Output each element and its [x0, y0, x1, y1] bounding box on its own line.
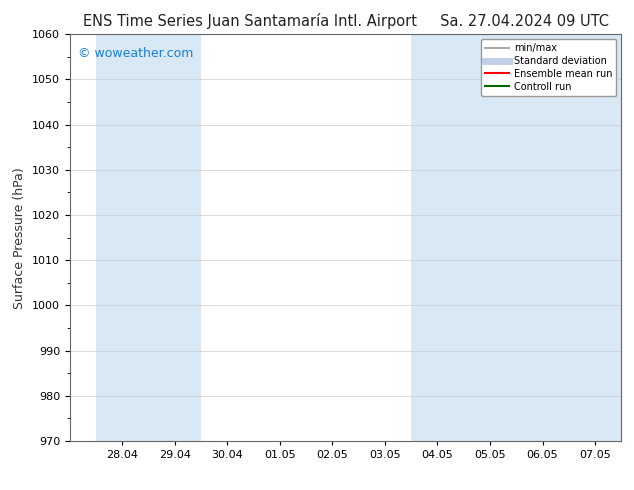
Bar	[411, 34, 463, 441]
Y-axis label: Surface Pressure (hPa): Surface Pressure (hPa)	[13, 167, 27, 309]
Bar	[148, 34, 201, 441]
Bar	[516, 34, 569, 441]
Bar	[463, 34, 516, 441]
Legend: min/max, Standard deviation, Ensemble mean run, Controll run: min/max, Standard deviation, Ensemble me…	[481, 39, 616, 96]
Bar	[569, 34, 621, 441]
Title: ENS Time Series Juan Santamaría Intl. Airport     Sa. 27.04.2024 09 UTC: ENS Time Series Juan Santamaría Intl. Ai…	[82, 13, 609, 29]
Text: © woweather.com: © woweather.com	[78, 47, 193, 59]
Bar	[96, 34, 148, 441]
